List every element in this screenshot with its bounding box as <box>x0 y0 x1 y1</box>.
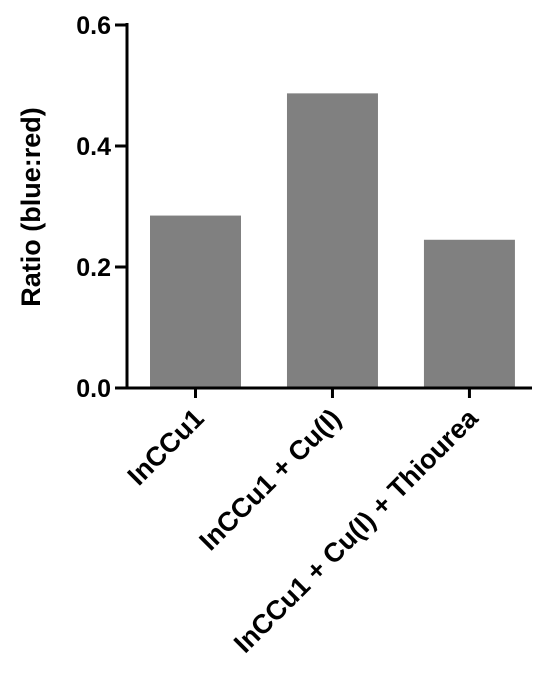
x-tick-label-3: InCCu1 + Cu(I) + Thiourea <box>228 402 484 658</box>
y-tick-label-3: 0.6 <box>76 12 111 40</box>
bars-group <box>150 93 515 389</box>
y-tick-label-2: 0.4 <box>76 133 111 161</box>
bar-3 <box>423 239 515 388</box>
x-tick-label-2: InCCu1 + Cu(I) <box>193 403 346 556</box>
y-tick-label-0: 0.0 <box>76 375 111 403</box>
bar-1 <box>150 215 241 388</box>
y-axis-title: Ratio (blue:red) <box>16 107 46 307</box>
bar-2 <box>286 93 378 389</box>
x-tick-label-1: InCCu1 <box>122 403 210 491</box>
y-axis: 0.0 0.2 0.4 0.6 <box>76 12 129 403</box>
y-tick-label-1: 0.2 <box>76 254 111 282</box>
